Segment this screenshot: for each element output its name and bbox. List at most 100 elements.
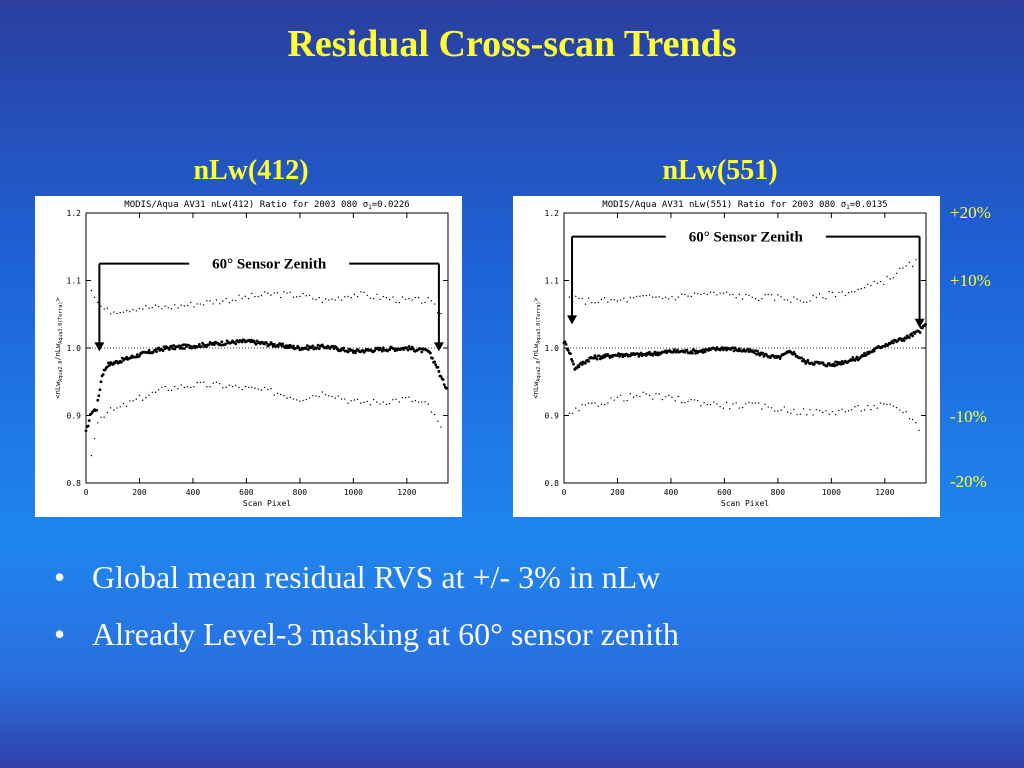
bound-point bbox=[642, 391, 644, 394]
bound-point bbox=[687, 295, 689, 297]
panel-title-412: nLw(412) bbox=[193, 155, 309, 186]
bound-point bbox=[100, 305, 102, 307]
bound-point bbox=[908, 261, 911, 263]
mean-ratio-point bbox=[569, 352, 572, 356]
y-tick-label: 0.8 bbox=[67, 479, 82, 488]
mean-ratio-point bbox=[315, 346, 319, 350]
mean-ratio-point bbox=[592, 356, 596, 360]
bound-point bbox=[286, 292, 288, 294]
bound-point bbox=[260, 294, 263, 297]
bound-point bbox=[915, 421, 917, 424]
mean-ratio-point bbox=[331, 344, 335, 348]
bound-point bbox=[286, 397, 288, 399]
bound-point bbox=[231, 385, 234, 388]
mean-ratio-point bbox=[388, 348, 392, 352]
bound-point bbox=[148, 394, 150, 396]
bound-point bbox=[395, 398, 397, 400]
bound-point bbox=[299, 295, 301, 298]
bound-point bbox=[613, 399, 615, 401]
bound-point bbox=[700, 405, 702, 407]
bound-point bbox=[661, 398, 664, 401]
y-tick-label: 1.2 bbox=[545, 209, 560, 218]
bound-point bbox=[568, 296, 571, 298]
x-axis-label: Scan Pixel bbox=[243, 499, 291, 508]
mean-ratio-point bbox=[240, 340, 244, 344]
mean-ratio-point bbox=[580, 363, 584, 366]
bound-point bbox=[844, 411, 846, 413]
bound-point bbox=[587, 297, 590, 299]
x-tick-label: 800 bbox=[293, 488, 308, 497]
bound-point bbox=[247, 386, 250, 389]
mean-ratio-point bbox=[694, 351, 697, 355]
bound-point bbox=[684, 293, 686, 296]
bound-point bbox=[279, 393, 282, 396]
mean-ratio-point bbox=[617, 352, 620, 355]
mean-ratio-point bbox=[834, 360, 838, 364]
bound-point bbox=[283, 291, 285, 293]
bound-point bbox=[693, 399, 696, 401]
bound-point bbox=[334, 397, 336, 399]
bound-point bbox=[212, 382, 214, 384]
bound-point bbox=[703, 292, 705, 295]
x-tick-label: 0 bbox=[84, 488, 89, 497]
mean-ratio-point bbox=[119, 360, 123, 364]
mean-ratio-point bbox=[724, 346, 727, 350]
bound-point bbox=[648, 294, 651, 296]
bound-point bbox=[302, 399, 304, 402]
bound-point bbox=[132, 400, 134, 402]
bound-point bbox=[196, 303, 198, 305]
bound-point bbox=[414, 296, 417, 299]
mean-ratio-point bbox=[572, 362, 576, 366]
bound-point bbox=[584, 303, 587, 305]
sensor-zenith-bracket: 60° Sensor Zenith bbox=[94, 257, 444, 352]
bound-point bbox=[113, 311, 115, 313]
bound-point bbox=[696, 292, 699, 295]
mean-ratio-point bbox=[170, 344, 173, 348]
bound-point bbox=[847, 410, 850, 412]
mean-ratio-point bbox=[178, 346, 182, 350]
bound-point bbox=[818, 409, 821, 412]
bound-point bbox=[748, 401, 750, 403]
bound-point bbox=[353, 293, 356, 296]
bound-point bbox=[706, 403, 709, 406]
mean-ratio-point bbox=[332, 347, 336, 351]
mean-ratio-point bbox=[441, 378, 445, 381]
bound-point bbox=[170, 308, 173, 310]
bound-point bbox=[648, 394, 651, 397]
bound-point bbox=[174, 385, 176, 388]
bound-point bbox=[722, 407, 725, 409]
mean-ratio-point bbox=[564, 342, 568, 346]
bound-point bbox=[879, 280, 882, 283]
bound-point bbox=[680, 293, 683, 295]
mean-ratio-point bbox=[411, 347, 415, 351]
bound-point bbox=[382, 295, 384, 298]
bound-point bbox=[616, 300, 619, 302]
bound-point bbox=[687, 400, 689, 403]
bound-point bbox=[331, 395, 333, 398]
bound-point bbox=[356, 398, 359, 400]
bound-point bbox=[841, 408, 843, 410]
bound-point bbox=[135, 310, 137, 312]
bound-point bbox=[773, 410, 776, 412]
bound-point bbox=[623, 400, 625, 402]
bound-point bbox=[427, 297, 429, 299]
bound-point bbox=[215, 299, 218, 301]
bound-point bbox=[164, 305, 166, 307]
bound-point bbox=[754, 402, 757, 404]
bound-point bbox=[363, 291, 365, 294]
bound-point bbox=[209, 386, 211, 388]
bound-point bbox=[437, 420, 439, 422]
y-axis-label-part: > bbox=[54, 297, 62, 301]
bound-point bbox=[190, 301, 192, 303]
x-tick-label: 600 bbox=[717, 488, 732, 497]
bound-point bbox=[366, 294, 368, 296]
bound-point bbox=[857, 404, 859, 407]
bound-point bbox=[571, 412, 574, 415]
mean-ratio-point bbox=[207, 343, 211, 347]
bound-point bbox=[433, 413, 436, 416]
mean-ratio-point bbox=[850, 358, 854, 362]
mean-ratio-point bbox=[433, 360, 437, 364]
bound-point bbox=[315, 299, 317, 301]
bound-point bbox=[834, 414, 837, 416]
bound-point bbox=[802, 408, 805, 410]
